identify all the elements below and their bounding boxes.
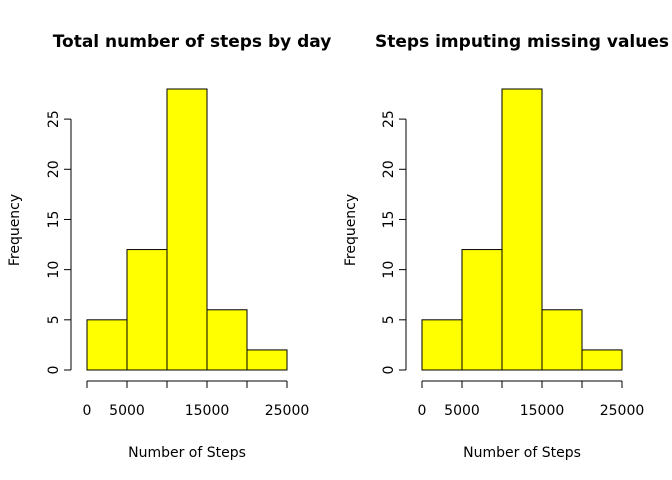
y-tick-label: 10 [381, 261, 397, 279]
x-axis-label: Number of Steps [128, 445, 246, 461]
histogram-bar [421, 319, 463, 371]
x-tick-label: 25000 [265, 403, 310, 419]
x-axis: 0 5000 15000 25000 [83, 380, 310, 419]
histogram-bar [501, 88, 543, 371]
y-tick-label: 25 [46, 110, 62, 128]
histogram-bar [206, 309, 248, 371]
bars [86, 88, 288, 371]
chart-title: Steps imputing missing values [375, 32, 669, 52]
bars [421, 88, 623, 371]
histogram-bar [166, 88, 208, 371]
x-tick-label: 5000 [109, 403, 145, 419]
y-axis: 0 5 10 15 20 25 [381, 110, 407, 375]
y-tick-label: 15 [381, 211, 397, 229]
x-axis-label: Number of Steps [463, 445, 581, 461]
x-tick-label: 5000 [444, 403, 480, 419]
histogram-bar [461, 249, 503, 371]
y-tick-label: 5 [46, 315, 62, 324]
x-tick-label: 15000 [520, 403, 565, 419]
y-tick-label: 15 [46, 211, 62, 229]
y-tick-label: 20 [381, 160, 397, 178]
histogram-bar [86, 319, 128, 371]
y-tick-label: 25 [381, 110, 397, 128]
histogram-bar [541, 309, 583, 371]
x-tick-label: 15000 [185, 403, 230, 419]
histogram-bar [126, 249, 168, 371]
y-axis-label: Frequency [343, 194, 359, 266]
chart-title: Total number of steps by day [53, 32, 332, 52]
y-tick-label: 10 [46, 261, 62, 279]
histogram-bar [581, 349, 623, 371]
x-tick-label: 25000 [600, 403, 645, 419]
x-tick-label: 0 [83, 403, 92, 419]
y-tick-label: 0 [46, 366, 62, 375]
histogram-panel-left: Total number of steps by day 0510152025 … [7, 32, 331, 461]
x-tick-label: 0 [418, 403, 427, 419]
y-axis-label: Frequency [7, 194, 23, 266]
y-tick-label: 5 [381, 315, 397, 324]
histogram-bar [246, 349, 288, 371]
x-axis: 0 5000 15000 25000 [418, 380, 645, 419]
histogram-panel-right: Steps imputing missing values 0 5 10 15 20 25… [343, 32, 669, 461]
y-tick-label: 0 [381, 366, 397, 375]
y-axis: 0 5 10 15 20 25 [46, 110, 72, 375]
y-tick-label: 20 [46, 160, 62, 178]
